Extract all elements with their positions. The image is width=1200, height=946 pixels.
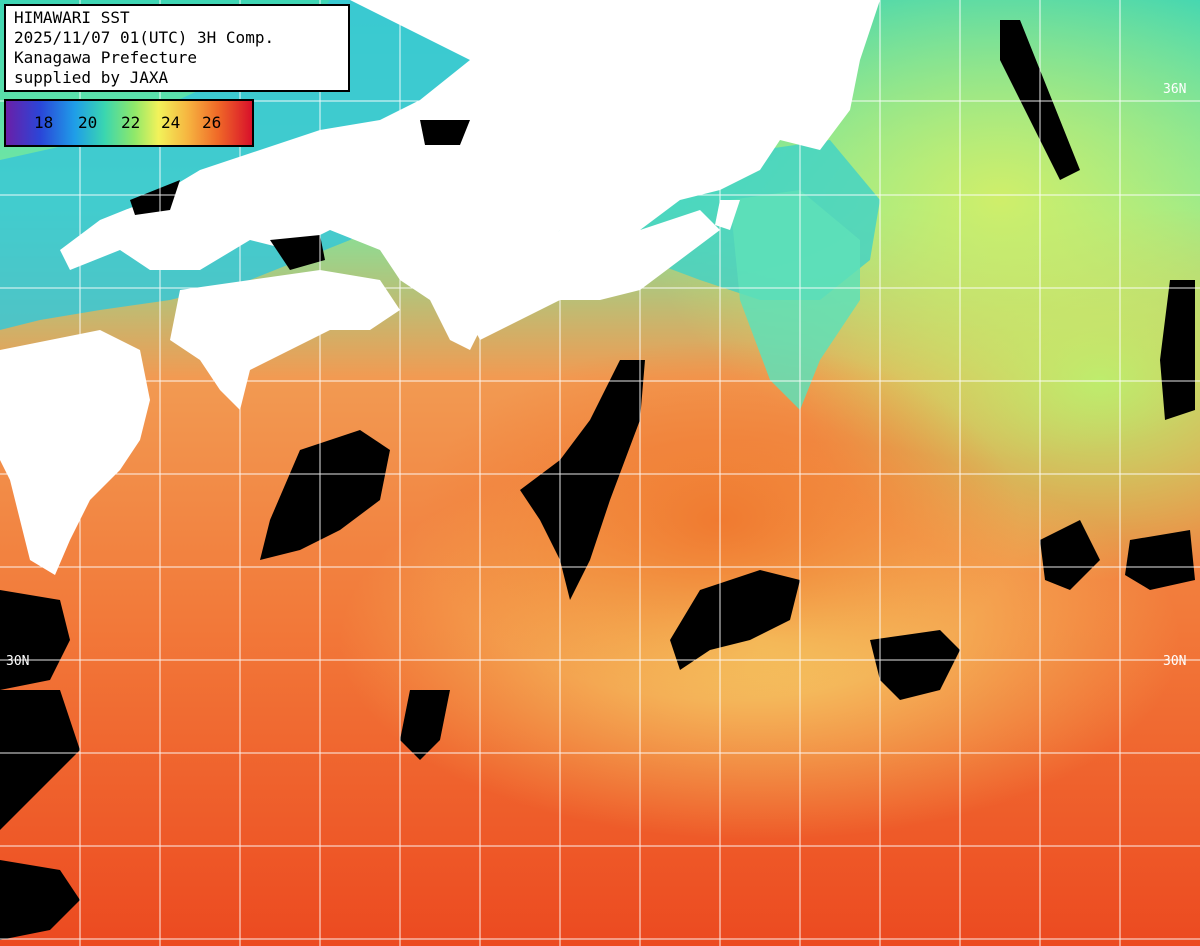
honshu-land [60,0,880,350]
cloud-patch [260,430,390,560]
kii-peninsula-land [470,210,720,340]
title-line: HIMAWARI SST [14,8,130,27]
ise-bay-water [730,190,860,410]
cloud-patch [0,690,80,830]
cloud-patch [520,360,645,600]
cloud-patch [0,590,70,690]
lat-label-right: 30N [1163,654,1187,669]
colorbar-label: 20 [78,113,98,132]
shikoku-land [170,270,400,410]
cloud-masks [0,20,1195,940]
lat-label-top: 36N [1163,82,1187,97]
cloud-patch [870,630,960,700]
colorbar-label: 26 [202,113,222,132]
region-line: Kanagawa Prefecture [14,48,198,67]
colorbar-label: 22 [121,113,141,132]
cloud-patch [670,570,800,670]
lon-label: 136E [481,4,496,36]
kyushu-land [0,330,150,575]
cloud-patch [270,235,325,270]
cloud-patch [400,690,450,760]
title-box: HIMAWARI SST 2025/11/07 01(UTC) 3H Comp.… [4,4,350,92]
cloud-patch [1160,280,1195,420]
lat-label-left: 30N [6,654,30,669]
cloud-patch [1040,520,1100,590]
colorbar: 18 20 22 24 26 [4,99,254,147]
colorbar-label: 18 [34,113,54,132]
cloud-patch [130,180,180,215]
datetime-line: 2025/11/07 01(UTC) 3H Comp. [14,28,275,47]
cloud-patch [420,120,470,145]
colorbar-label: 24 [161,113,181,132]
credit-line: supplied by JAXA [14,68,169,87]
izu-land [715,200,740,230]
cloud-patch [0,860,80,940]
cloud-patch [1125,530,1195,590]
